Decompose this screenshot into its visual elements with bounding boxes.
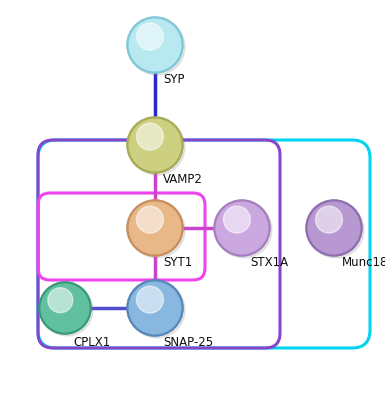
Text: Munc18-1: Munc18-1 <box>342 256 385 269</box>
Circle shape <box>214 200 270 256</box>
Text: SYP: SYP <box>163 73 184 86</box>
Text: STX1A: STX1A <box>250 256 288 269</box>
Circle shape <box>129 19 185 75</box>
Circle shape <box>137 123 163 150</box>
Text: SYT1: SYT1 <box>163 256 192 269</box>
Circle shape <box>137 286 163 313</box>
Text: SNAP-25: SNAP-25 <box>163 336 213 349</box>
Circle shape <box>127 200 183 256</box>
Circle shape <box>216 202 268 254</box>
Circle shape <box>48 288 73 313</box>
Circle shape <box>224 206 250 233</box>
Text: CPLX1: CPLX1 <box>73 336 110 349</box>
Circle shape <box>41 284 89 332</box>
Circle shape <box>137 23 163 50</box>
Circle shape <box>129 202 185 258</box>
Circle shape <box>129 282 181 334</box>
Circle shape <box>127 17 183 73</box>
Circle shape <box>41 284 93 336</box>
Circle shape <box>39 282 91 334</box>
Circle shape <box>129 19 181 71</box>
Circle shape <box>129 282 185 338</box>
Circle shape <box>129 119 181 171</box>
Text: VAMP2: VAMP2 <box>163 173 203 186</box>
Circle shape <box>308 202 364 258</box>
Circle shape <box>308 202 360 254</box>
Circle shape <box>127 117 183 173</box>
Circle shape <box>129 119 185 175</box>
Circle shape <box>216 202 272 258</box>
Circle shape <box>306 200 362 256</box>
Circle shape <box>129 202 181 254</box>
Circle shape <box>316 206 342 233</box>
Circle shape <box>127 280 183 336</box>
Circle shape <box>137 206 163 233</box>
